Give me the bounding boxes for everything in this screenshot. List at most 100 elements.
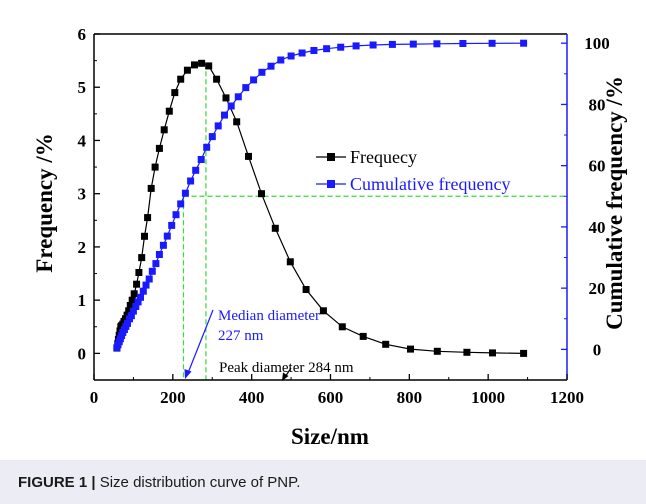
frequency-point xyxy=(135,269,143,276)
y-left-tick-label: 5 xyxy=(78,78,87,97)
cumulative-point xyxy=(277,56,285,64)
frequency-point xyxy=(205,62,213,70)
frequency-point xyxy=(122,315,129,323)
x-tick-label: 600 xyxy=(318,388,344,407)
frequency-point xyxy=(171,89,179,97)
frequency-point xyxy=(126,302,134,309)
y-right-tick-label: 60 xyxy=(589,157,606,176)
frequency-point xyxy=(130,290,138,298)
median-annotation-line2: 227 nm xyxy=(218,328,264,344)
frequency-point xyxy=(382,340,390,348)
frequency-point xyxy=(183,66,191,74)
x-tick-label: 800 xyxy=(397,388,423,407)
cumulative-point xyxy=(163,232,171,240)
cumulative-point xyxy=(152,260,160,268)
cumulative-point xyxy=(203,143,211,151)
x-axis-label: Size/nm xyxy=(291,424,369,449)
frequency-point xyxy=(213,75,221,83)
legend-cumulative-label: Cumulative frequency xyxy=(350,174,510,194)
frequency-point xyxy=(489,349,496,357)
plot-background xyxy=(0,0,646,460)
frequency-point xyxy=(151,163,159,171)
frequency-point xyxy=(338,323,346,331)
frequency-point xyxy=(245,152,252,160)
cumulative-point xyxy=(388,40,396,48)
cumulative-point xyxy=(168,221,176,229)
figure-caption-text: Size distribution curve of PNP. xyxy=(99,474,301,491)
frequency-point xyxy=(125,307,133,315)
cumulative-point xyxy=(187,177,195,185)
x-tick-label: 0 xyxy=(90,388,99,407)
cumulative-point xyxy=(148,267,156,275)
y-right-tick-label: 80 xyxy=(589,95,606,114)
frequency-point xyxy=(407,345,414,353)
y-left-tick-label: 6 xyxy=(78,25,87,44)
y-right-tick-label: 40 xyxy=(589,218,606,237)
cumulative-point xyxy=(172,211,180,219)
median-annotation: Median diameter 227 nm xyxy=(184,308,320,379)
cumulative-point xyxy=(221,111,228,119)
frequency-point xyxy=(286,258,294,266)
series-layer xyxy=(113,39,528,357)
cumulative-point xyxy=(337,43,345,51)
frequency-point xyxy=(147,184,155,192)
frequency-point xyxy=(133,280,141,288)
cumulative-point xyxy=(310,47,318,54)
legend-frequency-marker xyxy=(327,153,335,161)
figure-caption-label: FIGURE 1 | xyxy=(18,474,96,491)
cumulative-point xyxy=(145,275,153,283)
peak-annotation-text: Peak diameter 284 nm xyxy=(219,360,354,376)
frequency-point xyxy=(520,349,528,357)
y-left-tick-label: 2 xyxy=(78,238,87,257)
x-tick-label: 200 xyxy=(160,388,186,407)
cumulative-point xyxy=(155,251,163,258)
y-right-tick-label: 100 xyxy=(584,34,610,53)
cumulative-point xyxy=(267,62,275,70)
frequency-point xyxy=(177,75,185,83)
median-arrow xyxy=(187,309,214,374)
x-tick-label: 1000 xyxy=(471,388,505,407)
frequency-point xyxy=(144,214,152,222)
frequency-point xyxy=(138,254,146,262)
frequency-point xyxy=(141,232,148,240)
peak-annotation: Peak diameter 284 nm xyxy=(219,360,354,381)
frequency-point xyxy=(123,311,131,319)
frequency-point xyxy=(258,190,265,198)
cumulative-point xyxy=(369,41,377,49)
y-left-tick-label: 1 xyxy=(78,291,87,310)
frequency-point xyxy=(128,296,136,304)
cumulative-point xyxy=(197,156,205,163)
frequency-point xyxy=(463,348,471,356)
cumulative-point xyxy=(433,40,441,48)
guide-lines xyxy=(182,63,567,380)
cumulative-point xyxy=(520,39,528,47)
cumulative-point xyxy=(214,122,222,130)
cumulative-point xyxy=(352,42,360,50)
median-arrowhead-icon xyxy=(184,369,192,379)
frequency-point xyxy=(160,126,168,134)
y-right-tick-label: 20 xyxy=(589,279,606,298)
cumulative-point xyxy=(124,319,131,327)
frequency-point xyxy=(222,94,230,102)
size-distribution-chart: 0 200 400 600 800 1000 12000123456020406080100… xyxy=(0,0,646,460)
cumulative-point xyxy=(134,298,142,306)
cumulative-point xyxy=(298,49,306,57)
frequency-point xyxy=(233,118,241,126)
cumulative-point xyxy=(137,293,144,301)
legend: Frequecy Cumulative frequency xyxy=(316,147,510,194)
frequency-point xyxy=(165,107,173,115)
legend-frequency-label: Frequecy xyxy=(350,147,417,167)
cumulative-point xyxy=(258,68,266,76)
frequency-point xyxy=(155,144,163,152)
peak-arrowhead-icon xyxy=(282,372,289,381)
cumulative-point xyxy=(159,241,167,249)
cumulative-point xyxy=(242,84,250,92)
cumulative-point xyxy=(323,45,331,53)
x-tick-label: 400 xyxy=(239,388,265,407)
cumulative-point xyxy=(177,200,185,208)
frequency-point xyxy=(198,59,206,67)
cumulative-point xyxy=(139,287,147,295)
cumulative-point xyxy=(250,76,258,84)
